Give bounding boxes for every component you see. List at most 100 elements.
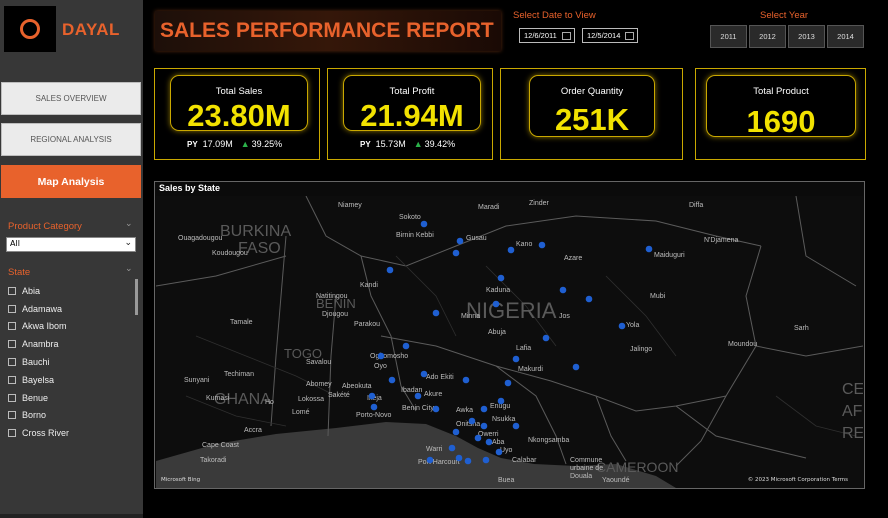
state-marker[interactable] — [368, 392, 376, 400]
state-marker[interactable] — [507, 246, 515, 254]
state-item-bayelsa[interactable]: Bayelsa — [8, 371, 136, 389]
state-marker[interactable] — [497, 397, 505, 405]
state-marker[interactable] — [542, 334, 550, 342]
state-marker[interactable] — [585, 295, 593, 303]
svg-text:Porto-Novo: Porto-Novo — [356, 412, 392, 419]
svg-text:Lokossa: Lokossa — [298, 396, 324, 403]
calendar-icon[interactable] — [562, 32, 571, 40]
checkbox[interactable] — [8, 322, 16, 331]
checkbox[interactable] — [8, 375, 16, 384]
state-marker[interactable] — [512, 355, 520, 363]
state-marker[interactable] — [512, 422, 520, 430]
state-item-cross-river[interactable]: Cross River — [8, 424, 136, 442]
state-marker[interactable] — [572, 363, 580, 371]
state-marker[interactable] — [420, 370, 428, 378]
state-marker[interactable] — [618, 322, 626, 330]
start-date-input[interactable]: 12/6/2011 — [519, 28, 575, 43]
state-marker[interactable] — [432, 405, 440, 413]
year-2012-button[interactable]: 2012 — [749, 25, 786, 48]
state-marker[interactable] — [482, 456, 490, 464]
nav-sales-overview-button[interactable]: SALES OVERVIEW — [1, 82, 141, 115]
state-list-scrollbar[interactable] — [135, 279, 138, 315]
svg-text:Kumasi: Kumasi — [206, 395, 230, 402]
state-marker[interactable] — [426, 456, 434, 464]
state-marker[interactable] — [492, 300, 500, 308]
sidebar: DAYAL SALES OVERVIEW REGIONAL ANALYSIS M… — [0, 0, 143, 518]
state-marker[interactable] — [452, 249, 460, 257]
map-label-cameroon: CAMEROON — [596, 459, 678, 475]
state-marker[interactable] — [414, 392, 422, 400]
product-category-select[interactable]: All ⌄ — [6, 237, 136, 252]
state-marker[interactable] — [485, 438, 493, 446]
nav-map-analysis-button[interactable]: Map Analysis — [1, 165, 141, 198]
map-label-nigeria: NIGERIA — [466, 298, 557, 323]
state-marker[interactable] — [645, 245, 653, 253]
chevron-down-icon[interactable]: ⌄ — [125, 264, 133, 274]
svg-text:Calabar: Calabar — [512, 457, 537, 464]
state-marker[interactable] — [480, 422, 488, 430]
state-item-akwa-ibom[interactable]: Akwa Ibom — [8, 318, 136, 336]
nav-regional-analysis-button[interactable]: REGIONAL ANALYSIS — [1, 123, 141, 156]
year-2013-button[interactable]: 2013 — [788, 25, 825, 48]
state-marker[interactable] — [559, 286, 567, 294]
state-marker[interactable] — [462, 376, 470, 384]
checkbox[interactable] — [8, 411, 16, 420]
state-marker[interactable] — [386, 266, 394, 274]
svg-text:Benin City: Benin City — [402, 405, 434, 412]
end-date-input[interactable]: 12/5/2014 — [582, 28, 638, 43]
state-item-bauchi[interactable]: Bauchi — [8, 353, 136, 371]
state-marker[interactable] — [370, 403, 378, 411]
checkbox[interactable] — [8, 340, 16, 349]
state-marker[interactable] — [377, 352, 385, 360]
brand-name: DAYAL — [62, 20, 120, 39]
sales-by-state-map[interactable]: Sales by State — [154, 181, 865, 489]
svg-text:Sokoto: Sokoto — [399, 214, 421, 221]
kpi-value: 251K — [554, 102, 630, 137]
year-2014-button[interactable]: 2014 — [827, 25, 864, 48]
state-item-anambra[interactable]: Anambra — [8, 335, 136, 353]
map-copyright[interactable]: © 2023 Microsoft Corporation Terms — [747, 477, 848, 483]
state-marker[interactable] — [480, 405, 488, 413]
state-marker[interactable] — [402, 342, 410, 350]
state-marker[interactable] — [468, 417, 476, 425]
state-marker[interactable] — [497, 274, 505, 282]
svg-text:Commune: Commune — [570, 457, 602, 464]
state-item-borno[interactable]: Borno — [8, 407, 136, 425]
state-marker[interactable] — [456, 237, 464, 245]
state-marker[interactable] — [538, 241, 546, 249]
kpi-card-order-quantity: Order Quantity 251K — [500, 68, 683, 160]
svg-text:Gusau: Gusau — [466, 235, 487, 242]
product-category-value: All — [10, 239, 20, 248]
checkbox[interactable] — [8, 429, 16, 438]
state-item-abia[interactable]: Abia — [8, 282, 136, 300]
product-category-label: Product Category — [8, 221, 82, 232]
checkbox[interactable] — [8, 286, 16, 295]
svg-text:Ado Ekiti: Ado Ekiti — [426, 374, 454, 381]
trend-up-icon: ▲ — [240, 139, 250, 149]
state-marker[interactable] — [474, 434, 482, 442]
svg-text:Abeokuta: Abeokuta — [342, 383, 372, 390]
kpi-py-row: PY 15.73M ▲ 39.42% — [360, 139, 456, 149]
map-label-af: AF — [842, 403, 863, 420]
state-marker[interactable] — [452, 428, 460, 436]
state-marker[interactable] — [448, 444, 456, 452]
checkbox[interactable] — [8, 393, 16, 402]
state-marker[interactable] — [420, 220, 428, 228]
state-marker[interactable] — [464, 457, 472, 465]
svg-text:Ho: Ho — [265, 399, 274, 406]
map-canvas[interactable]: BURKINA FASO NIGERIA BENIN TOGO GHANA CA… — [156, 196, 863, 488]
calendar-icon[interactable] — [625, 32, 634, 40]
state-item-adamawa[interactable]: Adamawa — [8, 300, 136, 318]
state-marker[interactable] — [455, 454, 463, 462]
year-2011-button[interactable]: 2011 — [710, 25, 747, 48]
state-marker[interactable] — [432, 309, 440, 317]
state-marker[interactable] — [495, 448, 503, 456]
checkbox[interactable] — [8, 304, 16, 313]
checkbox[interactable] — [8, 358, 16, 367]
state-marker[interactable] — [388, 376, 396, 384]
state-item-benue[interactable]: Benue — [8, 389, 136, 407]
svg-text:Warri: Warri — [426, 446, 443, 453]
page-title: SALES PERFORMANCE REPORT — [160, 19, 494, 42]
state-marker[interactable] — [504, 379, 512, 387]
chevron-down-icon[interactable]: ⌄ — [125, 219, 133, 229]
